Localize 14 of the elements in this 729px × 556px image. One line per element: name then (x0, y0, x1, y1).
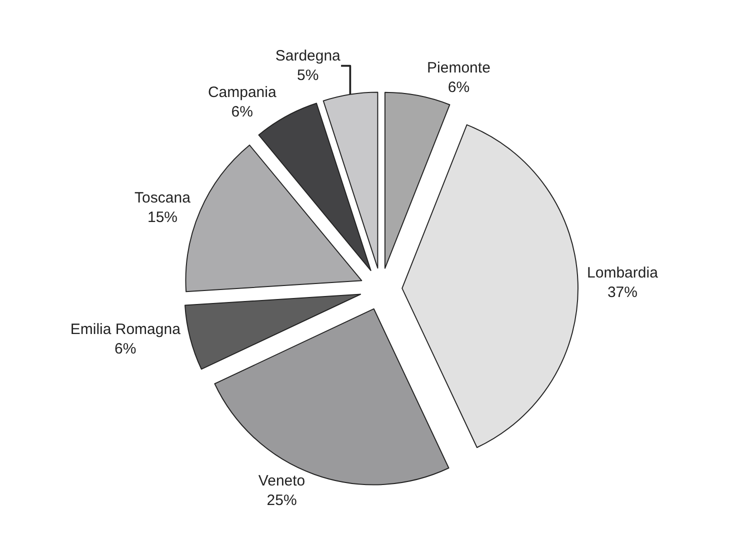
data-label: 6% (448, 79, 470, 96)
data-label: 6% (114, 340, 136, 358)
slice-label: Toscana (134, 190, 192, 207)
slice-label: Sardegna (275, 48, 342, 65)
slice-label: Veneto (258, 472, 306, 490)
slice-label: Emilia Romagna (70, 320, 182, 338)
slice-label: Campania (208, 84, 277, 102)
data-label: 5% (297, 67, 319, 84)
data-label: 15% (147, 209, 178, 226)
data-label: 37% (607, 284, 638, 302)
slice-label: Lombardia (587, 264, 659, 282)
slice-label: Piemonte (427, 60, 490, 77)
data-label: 6% (231, 104, 253, 121)
data-label: 25% (266, 492, 297, 509)
